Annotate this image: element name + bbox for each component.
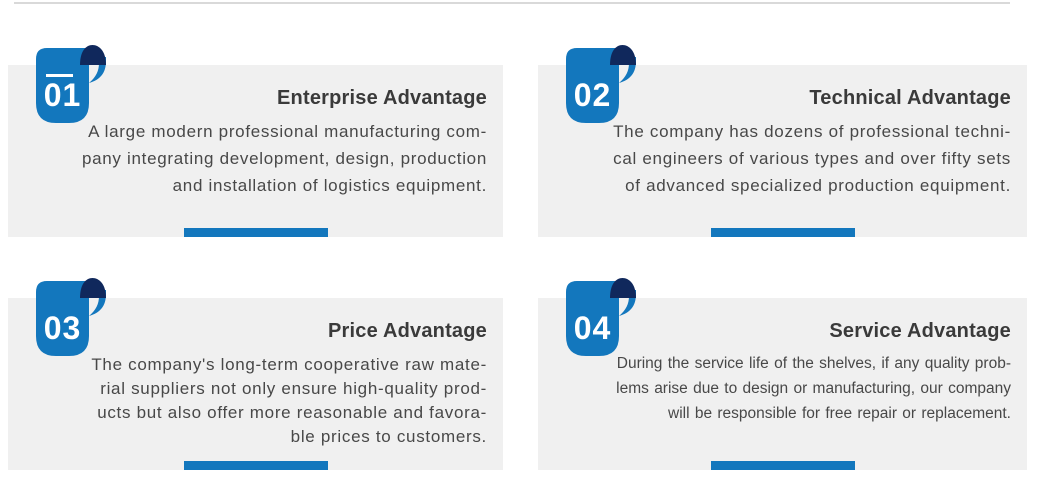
card-number: 01 (43, 77, 82, 113)
card-body: A large modern professional manufacturin… (8, 118, 503, 199)
card-body-line: ucts but also offer more reasonable and … (97, 403, 487, 422)
card-body: During the service life of the shelves, … (538, 351, 1027, 426)
card-number: 03 (43, 310, 82, 346)
card-body-line: cal engineers of various types and over … (613, 149, 1011, 168)
number-ribbon: 01 (36, 44, 110, 124)
card-number: 02 (573, 77, 612, 113)
advantage-card-price: 03 Price Advantage The company's long-te… (8, 278, 503, 470)
bookmark-ribbon-icon (566, 278, 636, 356)
card-body-line: rial suppliers not only ensure high-qual… (100, 379, 487, 398)
card-body-line: During the service life of the shelves, … (616, 355, 1011, 372)
advantage-card-technical: 02 Technical Advantage The company has d… (538, 45, 1027, 237)
advantage-card-enterprise: 01 Enterprise Advantage A large modern p… (8, 45, 503, 237)
advantage-grid: 01 Enterprise Advantage A large modern p… (8, 45, 1027, 470)
accent-underline (710, 461, 855, 470)
card-body-line: and installation of logistics equipment. (172, 176, 487, 195)
bookmark-ribbon-icon (566, 45, 636, 123)
number-ribbon: 04 (566, 277, 640, 357)
card-body-line: A large modern professional manufacturin… (88, 122, 487, 141)
card-number: 04 (573, 310, 612, 346)
number-ribbon: 02 (566, 44, 640, 124)
bookmark-ribbon-icon (36, 278, 106, 356)
card-body-line: will be responsible for free repair or r… (668, 405, 1011, 422)
card-body-line: pany integrating development, design, pr… (81, 149, 487, 168)
advantage-card-service: 04 Service Advantage During the service … (538, 278, 1027, 470)
ribbon-accent-line (46, 74, 73, 77)
card-body-line: The company's long-term cooperative raw … (91, 355, 487, 374)
card-body: The company has dozens of professional t… (538, 118, 1027, 199)
accent-underline (183, 461, 328, 470)
accent-underline (710, 228, 855, 237)
card-title: Price Advantage (328, 320, 487, 342)
accent-underline (183, 228, 328, 237)
card-title: Service Advantage (829, 320, 1011, 342)
card-body-line: The company has dozens of professional t… (613, 122, 1011, 141)
card-title: Enterprise Advantage (277, 87, 487, 109)
card-body: The company's long-term cooperative raw … (8, 353, 503, 449)
top-divider (14, 2, 1010, 4)
card-title: Technical Advantage (809, 87, 1011, 109)
number-ribbon: 03 (36, 277, 110, 357)
bookmark-ribbon-icon (36, 45, 106, 123)
card-body-line: lems arise due to design or manufacturin… (616, 380, 1011, 397)
card-body-line: ble prices to customers. (290, 427, 487, 446)
card-body-line: of advanced specialized production equip… (625, 176, 1011, 195)
